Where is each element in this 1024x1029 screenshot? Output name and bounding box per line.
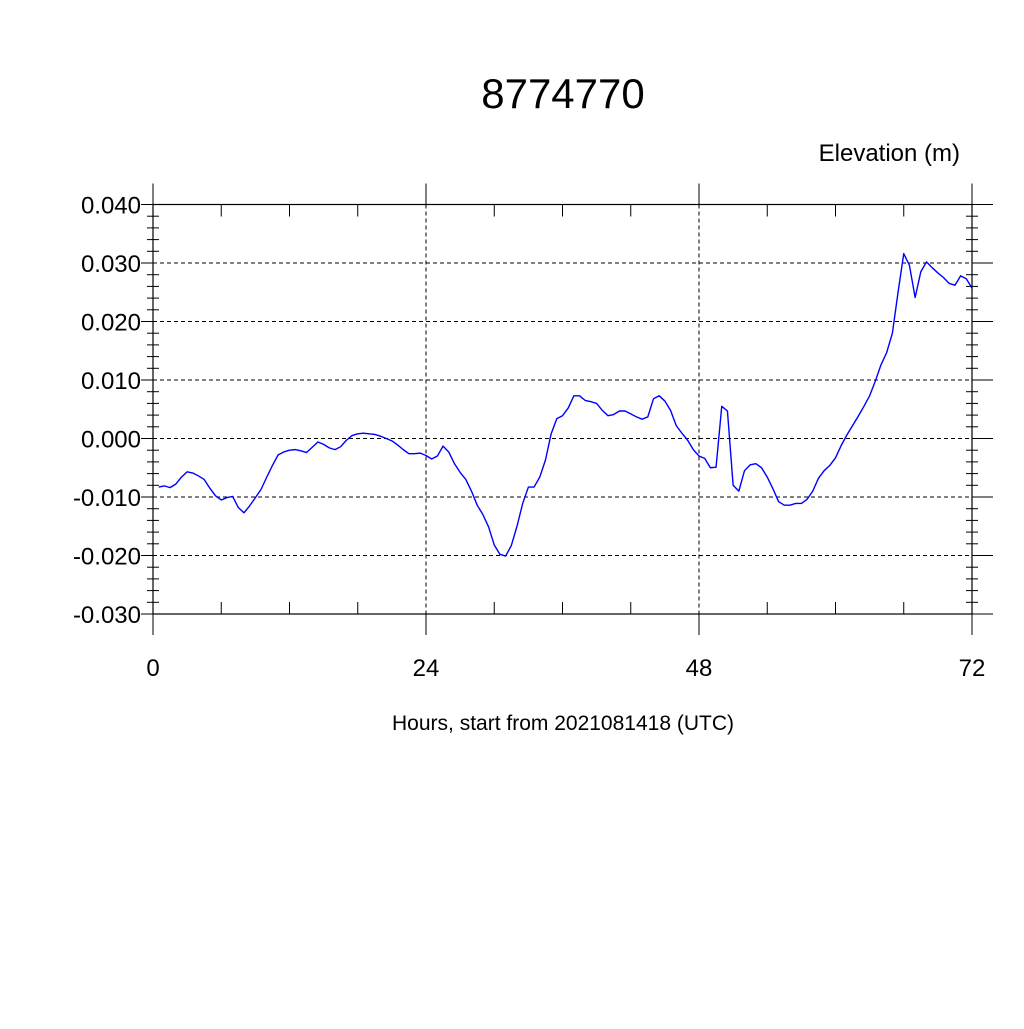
y-tick-label: 0.040 xyxy=(81,193,141,220)
y-tick-label: 0.010 xyxy=(81,368,141,395)
major-ticks xyxy=(141,183,993,635)
series-line xyxy=(158,252,973,557)
chart-title: 8774770 xyxy=(481,70,645,117)
x-tick-label: 72 xyxy=(959,655,986,682)
y-axis-label: Elevation (m) xyxy=(819,140,960,167)
y-tick-label: 0.020 xyxy=(81,310,141,337)
y-tick-label: 0.030 xyxy=(81,251,141,278)
x-tick-label: 48 xyxy=(686,655,713,682)
x-tick-label: 0 xyxy=(146,655,159,682)
tick-labels: -0.030 -0.020 -0.010 0.000 0.010 0.020 0.030 0.… xyxy=(73,193,985,683)
series-group xyxy=(158,252,973,557)
x-tick-label: 24 xyxy=(413,655,440,682)
y-tick-label: -0.010 xyxy=(73,485,141,512)
plot-frame xyxy=(152,203,973,615)
y-tick-label: 0.000 xyxy=(81,427,141,454)
y-tick-label: -0.020 xyxy=(73,544,141,571)
x-axis-label: Hours, start from 2021081418 (UTC) xyxy=(392,712,734,735)
y-tick-label: -0.030 xyxy=(73,602,141,629)
